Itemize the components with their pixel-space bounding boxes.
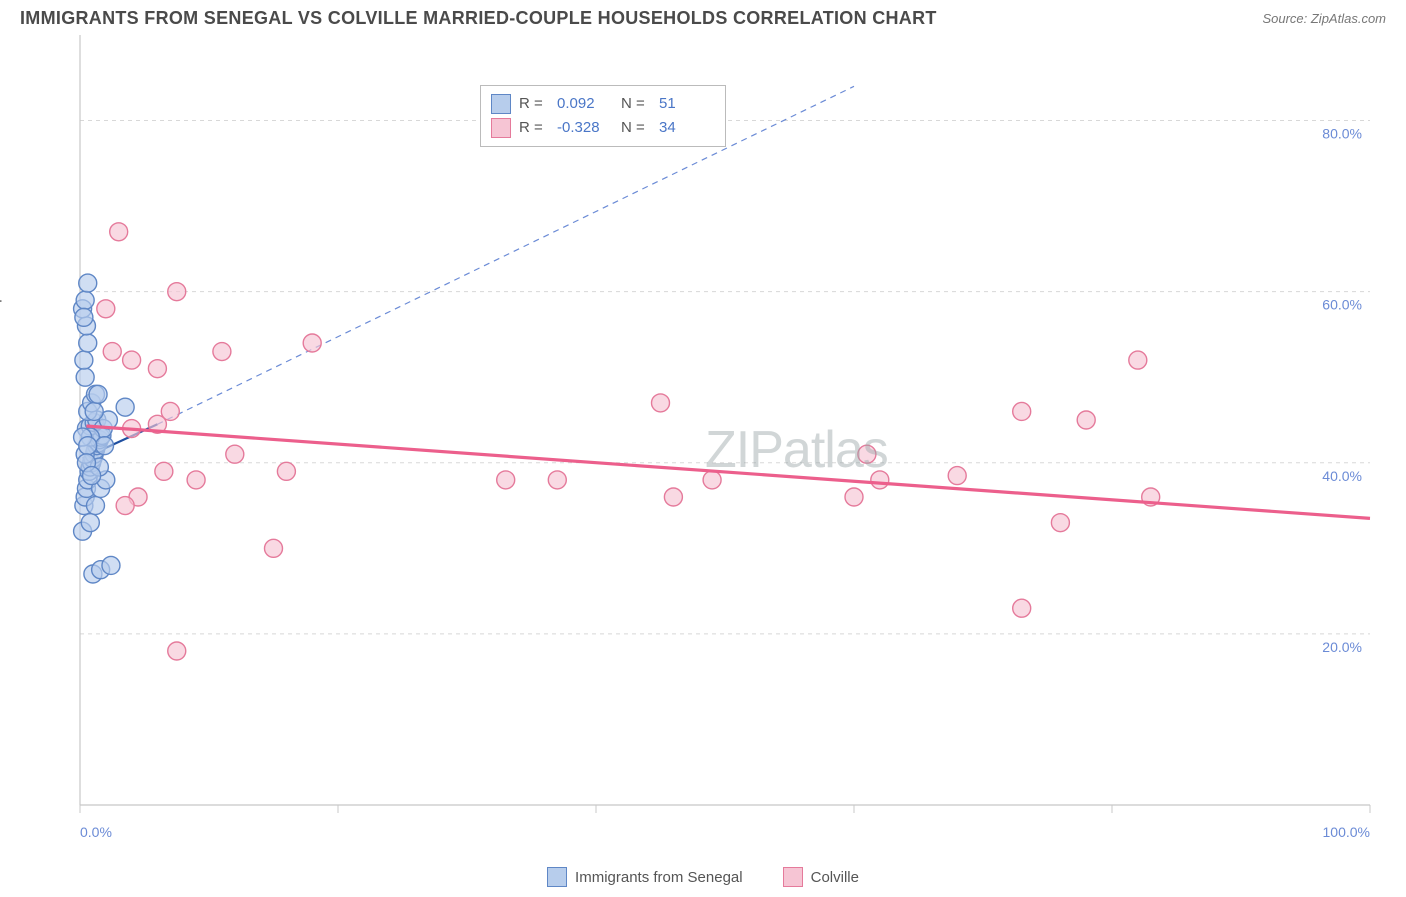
legend-item: Immigrants from Senegal: [547, 867, 743, 887]
series-legend: Immigrants from Senegal Colville: [20, 861, 1386, 887]
x-tick-label: 0.0%: [80, 824, 112, 840]
data-point: [703, 471, 721, 489]
data-point: [97, 300, 115, 318]
data-point: [652, 394, 670, 412]
y-tick-label: 80.0%: [1322, 126, 1362, 142]
data-point: [79, 334, 97, 352]
stat-label: R =: [519, 116, 549, 140]
stats-legend: R = 0.092 N = 51 R = -0.328 N = 34: [480, 85, 726, 147]
data-point: [168, 283, 186, 301]
data-point: [265, 539, 283, 557]
data-point: [116, 398, 134, 416]
data-point: [148, 360, 166, 378]
data-point: [79, 274, 97, 292]
stat-r-value: -0.328: [557, 116, 613, 140]
data-point: [102, 556, 120, 574]
chart-title: IMMIGRANTS FROM SENEGAL VS COLVILLE MARR…: [20, 8, 937, 29]
data-point: [103, 343, 121, 361]
stat-n-value: 51: [659, 92, 715, 116]
data-point: [948, 467, 966, 485]
data-point: [845, 488, 863, 506]
data-point: [168, 642, 186, 660]
stat-n-value: 34: [659, 116, 715, 140]
data-point: [110, 223, 128, 241]
data-point: [303, 334, 321, 352]
data-point: [123, 351, 141, 369]
data-point: [871, 471, 889, 489]
data-point: [1013, 599, 1031, 617]
legend-swatch: [547, 867, 567, 887]
scatter-chart: 20.0% 40.0% 60.0% 80.0% 0.0% 100.0%: [20, 35, 1386, 861]
stat-r-value: 0.092: [557, 92, 613, 116]
data-point: [858, 445, 876, 463]
data-point: [548, 471, 566, 489]
legend-stat-row: R = 0.092 N = 51: [491, 92, 715, 116]
data-point: [81, 514, 99, 532]
data-point: [86, 497, 104, 515]
legend-series-name: Colville: [811, 869, 859, 886]
legend-swatch: [491, 118, 511, 138]
legend-swatch: [491, 94, 511, 114]
stat-label: N =: [621, 92, 651, 116]
data-point: [664, 488, 682, 506]
y-tick-label: 40.0%: [1322, 468, 1362, 484]
data-point: [76, 368, 94, 386]
legend-series-name: Immigrants from Senegal: [575, 869, 743, 886]
data-point: [79, 437, 97, 455]
legend-stat-row: R = -0.328 N = 34: [491, 116, 715, 140]
stat-label: R =: [519, 92, 549, 116]
y-axis-label: Married-couple Households: [0, 199, 3, 382]
data-point: [76, 291, 94, 309]
data-point: [83, 467, 101, 485]
data-point: [277, 462, 295, 480]
data-point: [75, 308, 93, 326]
data-point: [497, 471, 515, 489]
x-tick-label: 100.0%: [1323, 824, 1370, 840]
stat-label: N =: [621, 116, 651, 140]
data-point: [1129, 351, 1147, 369]
data-point: [96, 437, 114, 455]
legend-item: Colville: [783, 867, 859, 887]
data-point: [1013, 402, 1031, 420]
data-point: [89, 385, 107, 403]
data-point: [213, 343, 231, 361]
data-point: [187, 471, 205, 489]
y-tick-label: 20.0%: [1322, 639, 1362, 655]
data-point: [226, 445, 244, 463]
data-point: [1051, 514, 1069, 532]
data-point: [116, 497, 134, 515]
source-label: Source: ZipAtlas.com: [1262, 11, 1386, 26]
data-point: [85, 402, 103, 420]
legend-swatch: [783, 867, 803, 887]
data-point: [155, 462, 173, 480]
data-point: [75, 351, 93, 369]
data-point: [1077, 411, 1095, 429]
y-tick-label: 60.0%: [1322, 297, 1362, 313]
